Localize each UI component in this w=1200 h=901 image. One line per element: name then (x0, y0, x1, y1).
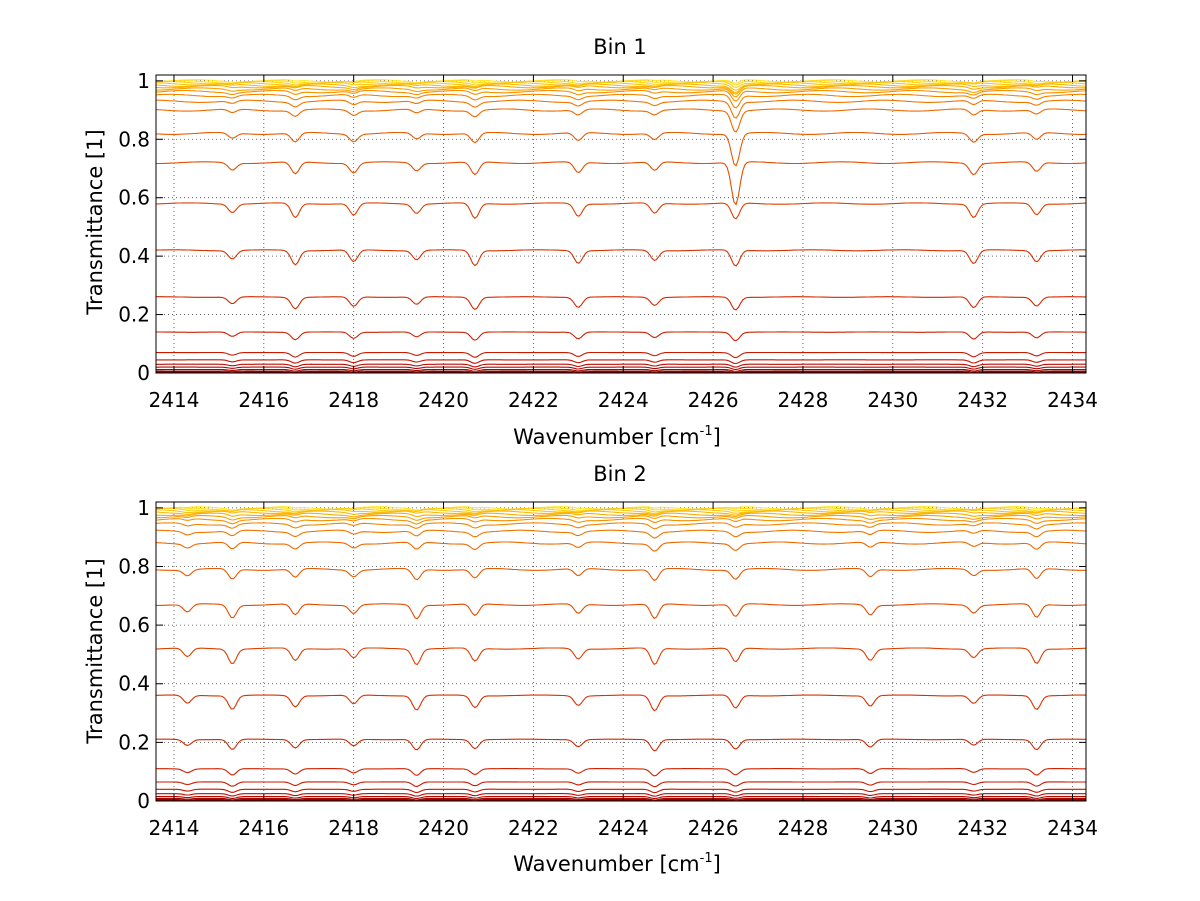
x-tick-label: 2414 (149, 388, 200, 412)
series-line (156, 331, 1086, 342)
y-axis-label: Transmittance [1] (83, 558, 107, 744)
series-line (156, 296, 1086, 311)
y-tick-label: 0.6 (118, 186, 150, 210)
x-tick-label: 2426 (688, 388, 739, 412)
x-tick-label: 2422 (508, 388, 559, 412)
chart-title: Bin 1 (593, 35, 647, 59)
series-line (155, 512, 1087, 518)
x-tick-label: 2426 (688, 816, 739, 840)
x-tick-label: 2418 (328, 816, 379, 840)
x-tick-label: 2432 (957, 816, 1008, 840)
series-line (156, 371, 1086, 374)
series-line (155, 84, 1087, 95)
series-line (156, 603, 1087, 620)
series-line (156, 781, 1086, 788)
series-line (156, 694, 1087, 712)
y-tick-label: 0.6 (118, 613, 150, 637)
chart-bin-2: Bin 2 2414 2416 2418 2420 2422 2424 2426 2428 24… (83, 462, 1098, 876)
y-tick-label: 0.2 (118, 303, 150, 327)
series-line (155, 89, 1087, 102)
x-tick-label: 2430 (867, 816, 918, 840)
series-line (155, 517, 1087, 525)
series-line (156, 366, 1086, 370)
x-tick-label: 2434 (1047, 816, 1098, 840)
series-line (156, 363, 1086, 368)
series-line (156, 99, 1087, 119)
axes-box (155, 501, 1087, 802)
x-tick-label: 2414 (149, 816, 200, 840)
y-tick-label: 1 (137, 496, 150, 520)
series-line (156, 249, 1086, 267)
series-line (156, 797, 1086, 801)
series-line (156, 87, 1087, 98)
x-tick-label: 2420 (418, 388, 469, 412)
x-tick-label: 2420 (418, 816, 469, 840)
y-tick-label: 0.8 (118, 127, 150, 151)
series-line (155, 510, 1087, 516)
x-tick-label: 2418 (328, 388, 379, 412)
series-line (155, 647, 1087, 666)
series-line (156, 370, 1086, 374)
axes-box (155, 74, 1087, 374)
x-tick-label: 2424 (598, 388, 649, 412)
series-line (155, 202, 1087, 220)
x-tick-label: 2416 (238, 388, 289, 412)
series-line (156, 798, 1086, 802)
x-tick-label: 2428 (778, 816, 829, 840)
series-line (155, 93, 1086, 109)
series-line (156, 359, 1086, 365)
y-tick-label: 0.4 (118, 244, 150, 268)
series-line (156, 796, 1086, 800)
series-line (155, 514, 1087, 521)
y-tick-label: 0 (137, 361, 150, 385)
series-line (155, 567, 1086, 582)
series-line (155, 522, 1087, 530)
x-tick-label: 2432 (957, 388, 1008, 412)
series-line (156, 799, 1086, 802)
x-tick-label: 2424 (598, 816, 649, 840)
y-tick-label: 1 (137, 69, 150, 93)
series-line (156, 788, 1086, 794)
y-tick-label: 0.8 (118, 554, 150, 578)
chart-bin-1: Bin 1 2414 2416 2418 2420 2422 2424 2426 2428 24… (83, 35, 1098, 449)
x-tick-label: 2430 (867, 388, 918, 412)
y-tick-label: 0 (137, 789, 150, 813)
x-tick-label: 2416 (238, 816, 289, 840)
x-tick-label: 2434 (1047, 388, 1098, 412)
series-line (156, 368, 1086, 372)
x-tick-label: 2422 (508, 816, 559, 840)
series-line (156, 768, 1086, 777)
y-axis-label: Transmittance [1] (83, 129, 107, 315)
series-line (155, 529, 1087, 539)
series-line (156, 793, 1086, 797)
series-line (156, 738, 1086, 752)
series-line (155, 541, 1087, 552)
series-line (155, 108, 1087, 133)
series-line (155, 131, 1086, 167)
series-line (156, 351, 1086, 359)
series-line (156, 161, 1087, 206)
y-tick-label: 0.2 (118, 730, 150, 754)
x-tick-label: 2428 (778, 388, 829, 412)
x-axis-label: Wavenumber [cm-1] (513, 851, 721, 876)
chart-title: Bin 2 (593, 462, 647, 486)
y-tick-label: 0.4 (118, 672, 150, 696)
x-axis-label: Wavenumber [cm-1] (513, 424, 721, 449)
